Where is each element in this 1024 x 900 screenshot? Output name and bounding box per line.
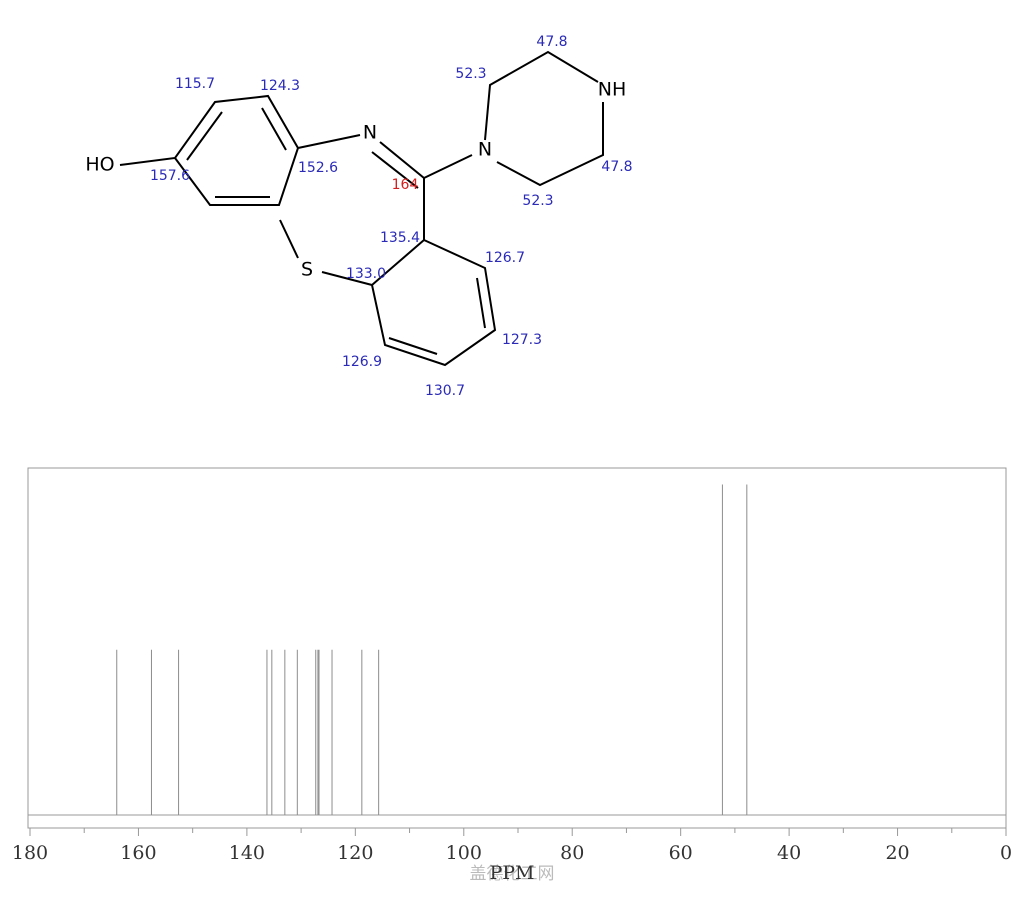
atom-label: NH bbox=[598, 79, 627, 101]
shift-label: 115.7 bbox=[175, 76, 215, 92]
atom-label: S bbox=[301, 259, 313, 281]
atom-label: N bbox=[363, 122, 377, 144]
molecule: HO N N NH S 115.7 124.3 157.6 152.6 164 … bbox=[85, 34, 632, 399]
x-tick-label: 60 bbox=[669, 842, 693, 864]
plot-frame bbox=[27, 467, 1007, 829]
shift-label: 130.7 bbox=[425, 383, 465, 399]
atom-label: HO bbox=[85, 154, 114, 176]
bonds bbox=[119, 50, 604, 367]
shift-label: 164 bbox=[392, 177, 419, 193]
shift-label: 157.6 bbox=[150, 168, 190, 184]
shift-label: 47.8 bbox=[536, 34, 567, 50]
shift-label: 47.8 bbox=[601, 159, 632, 175]
shift-label: 135.4 bbox=[380, 230, 420, 246]
x-tick-label: 0 bbox=[1000, 842, 1012, 864]
shift-label: 52.3 bbox=[455, 66, 486, 82]
shift-label: 126.9 bbox=[342, 354, 382, 370]
shift-label: 126.7 bbox=[485, 250, 525, 266]
x-tick-label: 20 bbox=[885, 842, 909, 864]
x-tick-label: 40 bbox=[777, 842, 801, 864]
x-tick-label: 120 bbox=[337, 842, 373, 864]
shift-label: 124.3 bbox=[260, 78, 300, 94]
x-axis-label: PPM bbox=[489, 862, 534, 884]
shift-label: 133.0 bbox=[346, 266, 386, 282]
shift-label: 52.3 bbox=[522, 193, 553, 209]
x-tick-label: 160 bbox=[120, 842, 156, 864]
x-tick-label: 100 bbox=[446, 842, 482, 864]
x-tick-label: 80 bbox=[560, 842, 584, 864]
atom-label: N bbox=[478, 139, 492, 161]
shift-label: 152.6 bbox=[298, 160, 338, 176]
watermark: 盖德化工网 bbox=[470, 864, 555, 884]
shift-label: 127.3 bbox=[502, 332, 542, 348]
x-tick-label: 180 bbox=[12, 842, 48, 864]
x-tick-label: 140 bbox=[229, 842, 265, 864]
